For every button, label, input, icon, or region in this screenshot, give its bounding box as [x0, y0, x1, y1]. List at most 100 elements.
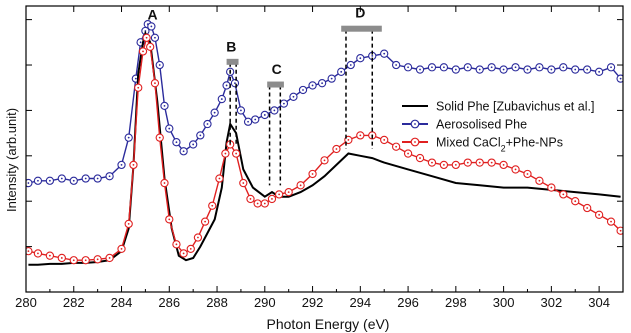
- marker-bar: [226, 58, 239, 65]
- data-point-center: [359, 134, 362, 137]
- plot-frame: [25, 5, 624, 293]
- data-series: [26, 20, 623, 266]
- data-point-center: [182, 150, 185, 153]
- data-point-center: [108, 175, 111, 178]
- data-point-center: [526, 68, 529, 71]
- x-tick-label: 280: [15, 295, 37, 310]
- data-point-center: [407, 152, 409, 155]
- data-point-center: [574, 200, 577, 203]
- x-tick-label: 294: [349, 295, 371, 310]
- data-point-center: [610, 220, 612, 223]
- data-point-center: [478, 161, 481, 164]
- data-point-center: [149, 45, 152, 48]
- data-point-center: [586, 207, 589, 209]
- x-tick-label: 290: [254, 295, 276, 310]
- data-point-center: [311, 173, 314, 175]
- data-point-center: [619, 229, 622, 232]
- data-point-center: [490, 66, 493, 69]
- data-point-center: [321, 82, 324, 85]
- data-point-center: [263, 202, 266, 205]
- data-point-center: [220, 98, 223, 100]
- data-point-center: [443, 163, 445, 166]
- data-point-center: [234, 82, 236, 85]
- data-point-center: [586, 68, 589, 71]
- series-line-solid-phe-zubavichus-et-al: [28, 30, 621, 266]
- data-point-center: [37, 252, 39, 255]
- data-point-center: [454, 68, 457, 71]
- data-point-center: [229, 143, 232, 146]
- data-point-center: [175, 243, 178, 246]
- data-point-center: [27, 182, 30, 184]
- data-point-center: [271, 198, 273, 200]
- data-point-center: [48, 254, 51, 257]
- data-point-center: [199, 134, 202, 137]
- data-point-center: [242, 182, 245, 184]
- data-point-center: [526, 173, 529, 175]
- data-point-center: [120, 247, 123, 250]
- data-point-center: [225, 84, 228, 87]
- legend-label: Mixed CaCl2+Phe-NPs: [436, 136, 563, 154]
- data-point-center: [192, 143, 195, 146]
- data-point-center: [371, 55, 374, 57]
- data-point-center: [287, 191, 290, 194]
- x-tick-label: 288: [206, 295, 228, 310]
- data-point-center: [213, 111, 216, 114]
- data-point-center: [84, 177, 87, 180]
- data-point-center: [134, 77, 137, 80]
- data-point-center: [204, 220, 207, 223]
- data-point-center: [139, 41, 142, 44]
- peak-label-a: A: [148, 7, 158, 23]
- data-point-center: [431, 66, 433, 69]
- data-point-center: [562, 66, 565, 69]
- data-point-center: [273, 109, 276, 112]
- data-point-center: [610, 66, 612, 69]
- data-point-center: [383, 139, 386, 141]
- data-point-center: [142, 50, 144, 53]
- data-point-center: [158, 136, 161, 139]
- data-point-center: [224, 152, 227, 155]
- data-point-center: [60, 257, 63, 259]
- data-point-center: [278, 193, 281, 196]
- legend-marker-center: [414, 123, 416, 125]
- data-point-center: [154, 82, 156, 85]
- data-point-center: [60, 177, 63, 180]
- data-point-center: [502, 163, 505, 166]
- marker-bar: [267, 81, 284, 88]
- x-tick-label: 292: [302, 295, 324, 310]
- data-point-center: [48, 179, 51, 182]
- x-tick-label: 282: [63, 295, 85, 310]
- data-point-center: [359, 57, 362, 60]
- data-point-center: [340, 70, 343, 73]
- data-point-center: [299, 184, 302, 187]
- legend-label: Aerosolised Phe: [436, 118, 527, 132]
- data-point-center: [120, 163, 123, 166]
- data-point-center: [249, 198, 252, 200]
- x-tick-label: 300: [493, 295, 515, 310]
- data-point-center: [407, 66, 409, 69]
- data-point-center: [175, 141, 178, 144]
- data-point-center: [538, 179, 541, 182]
- data-point-center: [574, 68, 577, 71]
- data-point-center: [490, 161, 493, 164]
- data-point-center: [158, 64, 161, 66]
- data-point-center: [84, 259, 87, 262]
- data-point-center: [330, 77, 333, 80]
- axes: 280 282 284 286 288 290 292 294 296 298 300 302 304: [15, 5, 624, 310]
- data-point-center: [431, 161, 433, 164]
- data-point-center: [550, 186, 553, 189]
- data-point-center: [182, 252, 185, 255]
- data-point-center: [347, 139, 350, 141]
- data-point-center: [254, 118, 257, 121]
- data-point-center: [395, 145, 398, 148]
- x-tick-label: 298: [445, 295, 467, 310]
- data-point-center: [132, 163, 135, 166]
- data-point-center: [619, 77, 622, 80]
- data-point-center: [108, 257, 111, 259]
- data-point-center: [154, 36, 156, 39]
- data-point-center: [292, 95, 295, 98]
- data-point-center: [562, 193, 565, 196]
- x-axis-label: Photon Energy (eV): [267, 316, 390, 332]
- x-tick-label: 296: [397, 295, 419, 310]
- data-point-center: [145, 36, 148, 39]
- data-point-center: [206, 123, 209, 125]
